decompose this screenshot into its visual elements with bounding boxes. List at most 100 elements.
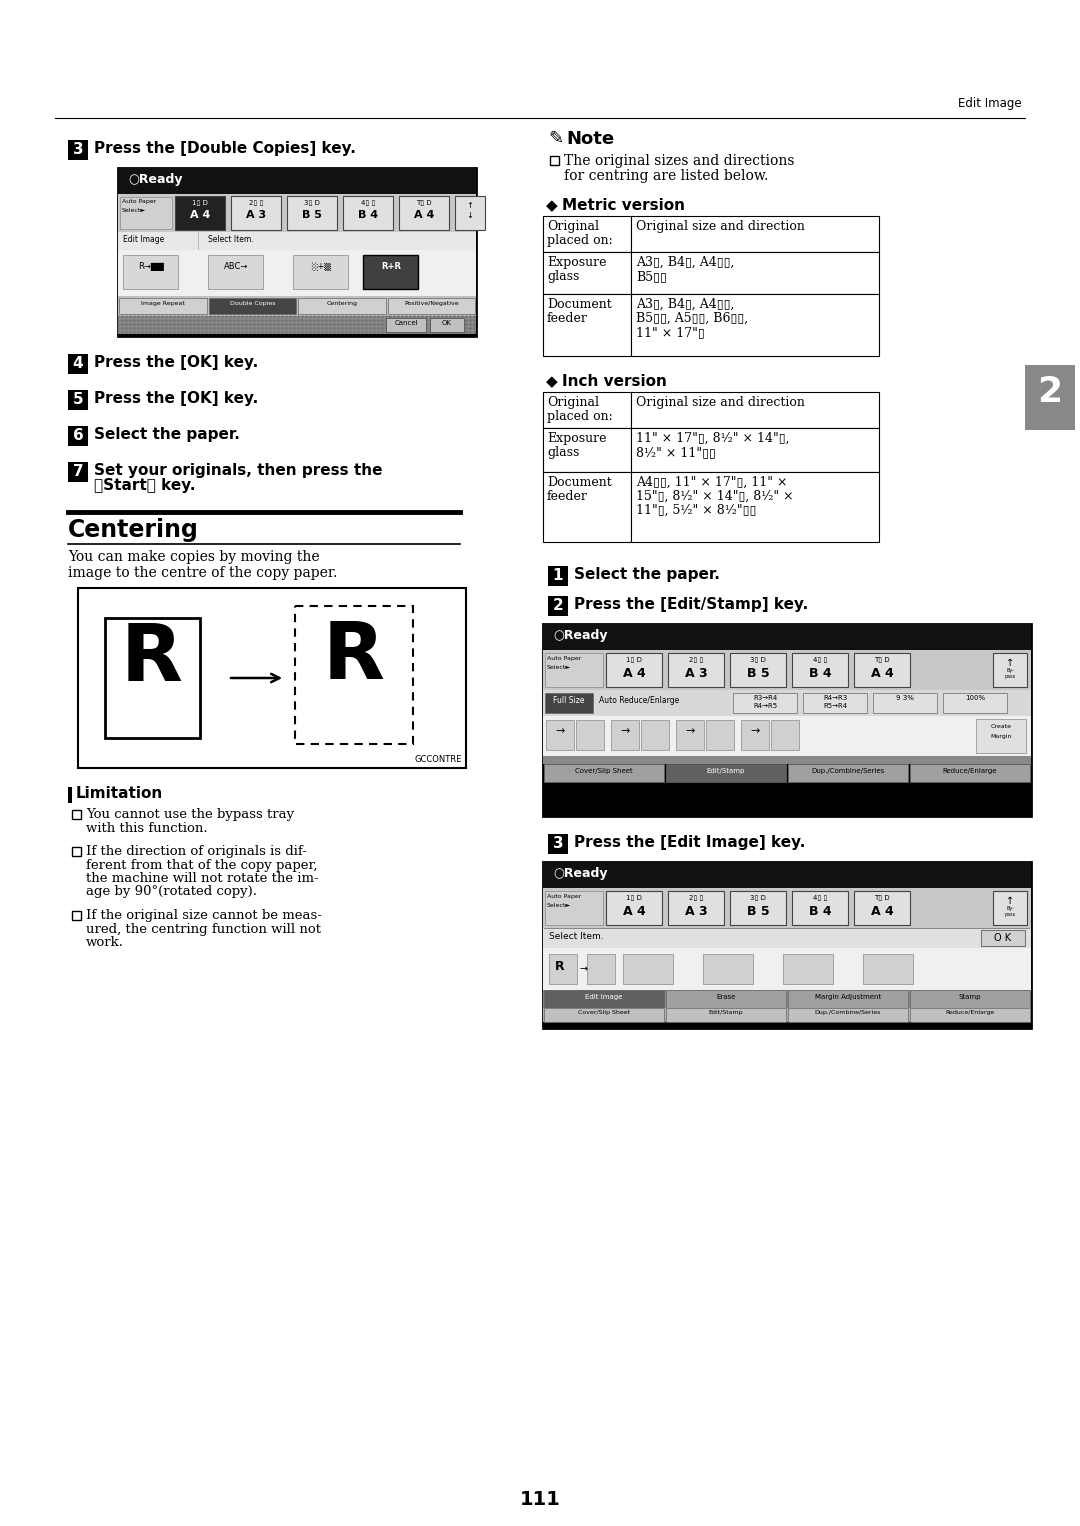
Text: R: R — [121, 620, 183, 697]
FancyBboxPatch shape — [631, 427, 879, 472]
FancyBboxPatch shape — [548, 597, 568, 617]
Text: R→██: R→██ — [138, 262, 164, 272]
FancyBboxPatch shape — [543, 252, 631, 295]
Text: If the original size cannot be meas-: If the original size cannot be meas- — [86, 909, 322, 922]
FancyBboxPatch shape — [118, 316, 476, 334]
Text: Press the [Edit/Stamp] key.: Press the [Edit/Stamp] key. — [573, 597, 808, 612]
FancyBboxPatch shape — [669, 653, 724, 687]
Text: Edit Image: Edit Image — [123, 235, 164, 244]
FancyBboxPatch shape — [788, 990, 908, 1009]
FancyBboxPatch shape — [543, 948, 1031, 990]
Text: ✎: ✎ — [548, 130, 563, 148]
Text: glass: glass — [546, 270, 579, 282]
FancyBboxPatch shape — [910, 1009, 1030, 1022]
Text: R3→R4: R3→R4 — [753, 694, 778, 700]
FancyBboxPatch shape — [208, 255, 264, 288]
Text: 100%: 100% — [964, 694, 985, 700]
FancyBboxPatch shape — [363, 255, 418, 288]
Text: A 4: A 4 — [870, 905, 893, 919]
FancyBboxPatch shape — [788, 1009, 908, 1022]
FancyBboxPatch shape — [293, 255, 348, 288]
FancyBboxPatch shape — [606, 891, 662, 925]
Text: 2▯ ▯: 2▯ ▯ — [689, 656, 703, 662]
Text: placed on:: placed on: — [546, 233, 612, 247]
FancyBboxPatch shape — [993, 891, 1027, 925]
FancyBboxPatch shape — [910, 765, 1030, 781]
Text: Select Item.: Select Item. — [549, 932, 604, 942]
Text: Stamp: Stamp — [959, 993, 982, 1000]
FancyBboxPatch shape — [543, 888, 1031, 928]
Text: 4▯ ▯: 4▯ ▯ — [813, 656, 827, 662]
FancyBboxPatch shape — [208, 298, 296, 314]
FancyBboxPatch shape — [543, 990, 1031, 1009]
Text: Metric version: Metric version — [562, 198, 685, 214]
Text: A4▯▯, 11" × 17"▯, 11" ×: A4▯▯, 11" × 17"▯, 11" × — [636, 476, 787, 488]
Text: Centering: Centering — [68, 517, 199, 542]
Text: 2▯ ▯: 2▯ ▯ — [689, 894, 703, 900]
Text: You cannot use the bypass tray: You cannot use the bypass tray — [86, 807, 294, 821]
Text: feeder: feeder — [546, 311, 588, 325]
FancyBboxPatch shape — [981, 929, 1025, 946]
Text: You can make copies by moving the: You can make copies by moving the — [68, 549, 320, 565]
FancyBboxPatch shape — [118, 250, 476, 296]
Text: Edit Image: Edit Image — [585, 993, 623, 1000]
Text: A 4: A 4 — [190, 211, 211, 220]
Text: A3▯, B4▯, A4▯▯,: A3▯, B4▯, A4▯▯, — [636, 256, 734, 269]
Text: Positive/Negative: Positive/Negative — [404, 301, 459, 307]
FancyBboxPatch shape — [68, 787, 72, 803]
FancyBboxPatch shape — [543, 755, 1031, 765]
FancyBboxPatch shape — [1025, 365, 1075, 430]
Text: Set your originals, then press the: Set your originals, then press the — [94, 462, 382, 478]
FancyBboxPatch shape — [543, 1009, 1031, 1022]
FancyBboxPatch shape — [543, 650, 1031, 690]
FancyBboxPatch shape — [543, 928, 1031, 948]
FancyBboxPatch shape — [118, 168, 476, 336]
FancyBboxPatch shape — [68, 354, 87, 374]
FancyBboxPatch shape — [669, 891, 724, 925]
Text: B5▯▯: B5▯▯ — [636, 270, 666, 282]
Text: Original size and direction: Original size and direction — [636, 397, 805, 409]
Text: Select►: Select► — [546, 665, 571, 670]
FancyBboxPatch shape — [399, 195, 449, 230]
Text: By-
pass: By- pass — [1004, 668, 1015, 679]
Text: ◆: ◆ — [546, 374, 557, 389]
Text: for centring are listed below.: for centring are listed below. — [564, 169, 768, 183]
FancyBboxPatch shape — [666, 1009, 786, 1022]
Text: →: → — [579, 964, 588, 974]
FancyBboxPatch shape — [68, 391, 87, 410]
Text: age by 90°(rotated copy).: age by 90°(rotated copy). — [86, 885, 257, 899]
Text: Press the [OK] key.: Press the [OK] key. — [94, 391, 258, 406]
Text: T▯ D: T▯ D — [874, 656, 890, 662]
FancyBboxPatch shape — [730, 891, 786, 925]
FancyBboxPatch shape — [623, 954, 673, 984]
FancyBboxPatch shape — [993, 653, 1027, 687]
FancyBboxPatch shape — [771, 720, 799, 749]
FancyBboxPatch shape — [231, 195, 281, 230]
FancyBboxPatch shape — [706, 720, 734, 749]
Text: ○Ready: ○Ready — [553, 629, 607, 642]
FancyBboxPatch shape — [295, 606, 413, 745]
FancyBboxPatch shape — [120, 197, 172, 229]
FancyBboxPatch shape — [175, 195, 225, 230]
Text: ↑: ↑ — [1005, 658, 1014, 668]
FancyBboxPatch shape — [72, 810, 81, 819]
FancyBboxPatch shape — [287, 195, 337, 230]
FancyBboxPatch shape — [631, 252, 879, 295]
FancyBboxPatch shape — [642, 720, 669, 749]
Text: →: → — [620, 726, 630, 736]
Text: B 4: B 4 — [809, 905, 832, 919]
Text: 【Start】 key.: 【Start】 key. — [94, 478, 195, 493]
Text: R: R — [323, 618, 384, 696]
Text: By-
pass: By- pass — [1004, 906, 1015, 917]
FancyBboxPatch shape — [783, 954, 833, 984]
Text: Auto Paper: Auto Paper — [122, 198, 157, 204]
Text: A 4: A 4 — [870, 667, 893, 681]
FancyBboxPatch shape — [543, 862, 1031, 888]
Text: Auto Reduce/Enlarge: Auto Reduce/Enlarge — [599, 696, 679, 705]
FancyBboxPatch shape — [118, 296, 476, 316]
FancyBboxPatch shape — [666, 765, 786, 781]
FancyBboxPatch shape — [730, 653, 786, 687]
FancyBboxPatch shape — [543, 624, 1031, 816]
Text: Dup./Combine/Series: Dup./Combine/Series — [811, 768, 885, 774]
FancyBboxPatch shape — [118, 232, 476, 250]
